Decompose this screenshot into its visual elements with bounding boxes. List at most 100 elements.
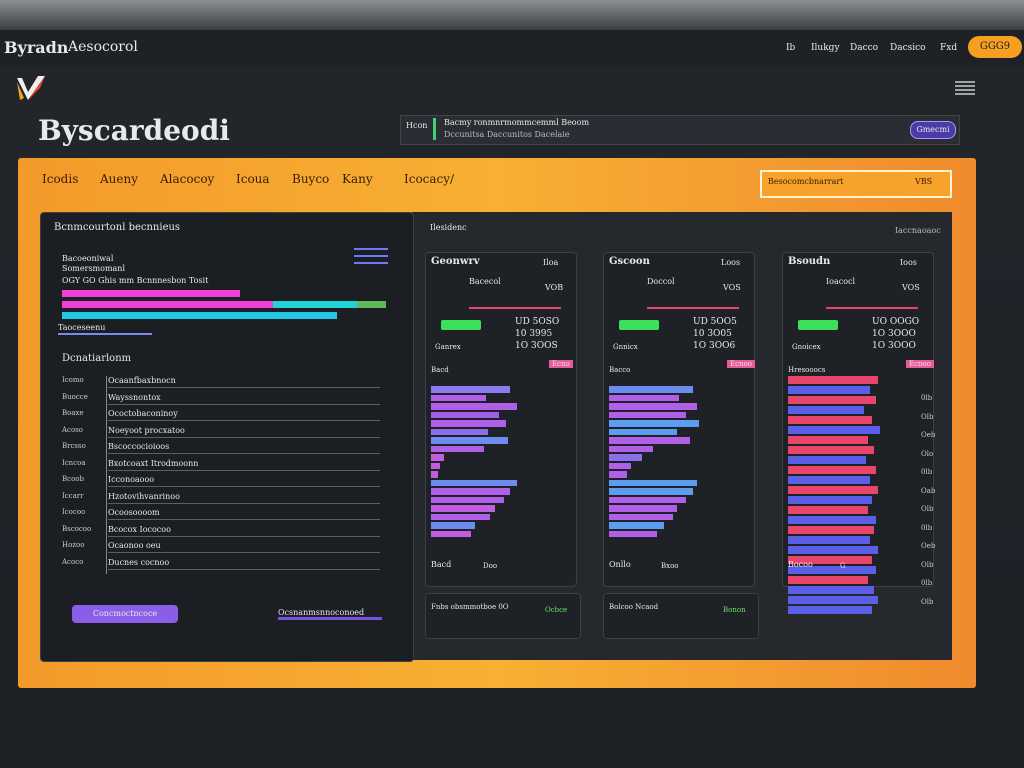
- card-footer-right: G: [840, 562, 846, 570]
- bar: [788, 576, 868, 584]
- side-label: 0lb: [921, 394, 933, 402]
- sub-nav-link[interactable]: Aueny: [100, 172, 139, 186]
- row-text: Wayssnontox: [108, 392, 161, 402]
- row-line: [108, 453, 380, 454]
- header-button[interactable]: GGG9: [968, 36, 1022, 58]
- overview-subtitle: Iaccnaoaoc: [895, 226, 941, 235]
- bar: [788, 476, 870, 484]
- sub-nav-link[interactable]: Kany: [342, 172, 373, 186]
- bar: [431, 505, 495, 512]
- card-stat-label: Ganrex: [435, 343, 461, 351]
- bar: [609, 428, 678, 435]
- row-text: Bcocox Iococoo: [108, 524, 171, 534]
- left-button[interactable]: Concmoctncoce: [72, 605, 178, 623]
- row-line: [108, 469, 380, 471]
- bar: [431, 488, 511, 495]
- card-footer-left: Bacd: [431, 560, 452, 569]
- row-line: [108, 387, 380, 388]
- nav-link[interactable]: Dacsico: [890, 43, 926, 53]
- bar: [788, 566, 876, 574]
- bottom-card: [425, 593, 581, 639]
- bar: [788, 536, 870, 544]
- bar-segment: [272, 301, 357, 308]
- bar: [788, 556, 872, 564]
- card-pill: [441, 320, 481, 330]
- bar: [609, 454, 642, 461]
- bar: [788, 506, 868, 514]
- bar: [431, 386, 511, 393]
- side-label: Olb: [921, 560, 934, 569]
- bar: [609, 411, 686, 418]
- nav-link[interactable]: Fxd: [940, 43, 958, 53]
- card-tag: Ecnoo: [727, 360, 755, 368]
- left-footer: Ocsnanmsnnoconoed: [278, 608, 382, 620]
- row-line: [108, 519, 380, 520]
- card-chart-label: Hresooocs: [788, 366, 826, 374]
- bar: [431, 522, 475, 529]
- bar: [788, 406, 864, 414]
- side-label: 0lb: [921, 523, 933, 532]
- search-box[interactable]: [400, 115, 960, 145]
- bar: [431, 496, 504, 503]
- bar: [788, 376, 878, 384]
- search-button[interactable]: Gmecmi: [910, 121, 956, 139]
- side-label: 0lb: [921, 579, 933, 587]
- card-sub-value: VOS: [902, 283, 920, 292]
- row-text: Noeyoot procxatoo: [108, 425, 185, 435]
- list-title: Dcnatiarlonm: [62, 353, 132, 364]
- sub-nav-link[interactable]: Buyco: [292, 172, 330, 186]
- row-line: [108, 420, 380, 421]
- nav-link[interactable]: Ilukgy: [811, 43, 840, 53]
- panel-search[interactable]: [760, 170, 952, 198]
- card-stat: 1O 3OOS: [515, 341, 558, 351]
- search-line: Bacmy ronmnrmommcemml Beoom: [444, 118, 590, 127]
- side-label: Oab: [921, 486, 936, 495]
- bar: [609, 522, 664, 529]
- page-title: Byscardeodi: [38, 114, 230, 147]
- row-label: Boaxe: [62, 409, 84, 417]
- bar: [431, 420, 506, 427]
- row-text: Ducnes cocnoo: [108, 557, 170, 567]
- bar: [788, 426, 880, 434]
- card-footer-right: Doo: [483, 562, 498, 570]
- side-label: Olb: [921, 597, 934, 606]
- sub-nav-link[interactable]: Icoua: [236, 172, 270, 186]
- nav-link[interactable]: Dacco: [850, 43, 879, 53]
- row-label: Icncoa: [62, 458, 86, 467]
- sub-nav-link[interactable]: Icocacy/: [404, 172, 455, 186]
- menu-icon[interactable]: [955, 80, 975, 98]
- bar: [609, 471, 627, 478]
- card-title: Gscoon: [609, 256, 650, 267]
- bar-segment: [62, 290, 241, 297]
- overview-title: Ilesidenc: [430, 223, 467, 232]
- bar: [609, 505, 678, 512]
- bar: [431, 403, 517, 410]
- card-sub-label: Doccol: [647, 277, 675, 286]
- card-footer-left: Onllo: [609, 560, 631, 569]
- row-line: [108, 552, 380, 553]
- card-stat: 1O 3OOO: [872, 341, 916, 351]
- bottom-card-note: Bonon: [723, 606, 746, 614]
- card-sub-value: VOB: [545, 283, 564, 292]
- search-accent: [433, 118, 436, 140]
- logo: [17, 76, 45, 100]
- bar: [609, 437, 691, 444]
- bar-segment: [62, 301, 273, 308]
- card-pill: [619, 320, 659, 330]
- nav-link[interactable]: Ib: [786, 43, 796, 53]
- card-sub-label: Bacecol: [469, 277, 501, 286]
- sub-nav-link[interactable]: Alacocoy: [160, 172, 215, 186]
- sub-nav-link[interactable]: Icodis: [42, 172, 79, 186]
- bar: [609, 479, 697, 486]
- row-text: Ocaonoo oeu: [108, 541, 161, 550]
- row-text: Bxotcoaxt Itrodmoonn: [108, 458, 199, 468]
- bar: [788, 586, 874, 594]
- row-axis: [106, 376, 107, 574]
- card-badge: Ioos: [900, 258, 917, 267]
- row-text: Icconoaooo: [108, 475, 155, 484]
- card-sub-label: Ioacocl: [826, 277, 856, 286]
- card-sub-value: VOS: [723, 283, 741, 292]
- card-progress: [826, 307, 918, 309]
- side-label: Oeb: [921, 431, 936, 439]
